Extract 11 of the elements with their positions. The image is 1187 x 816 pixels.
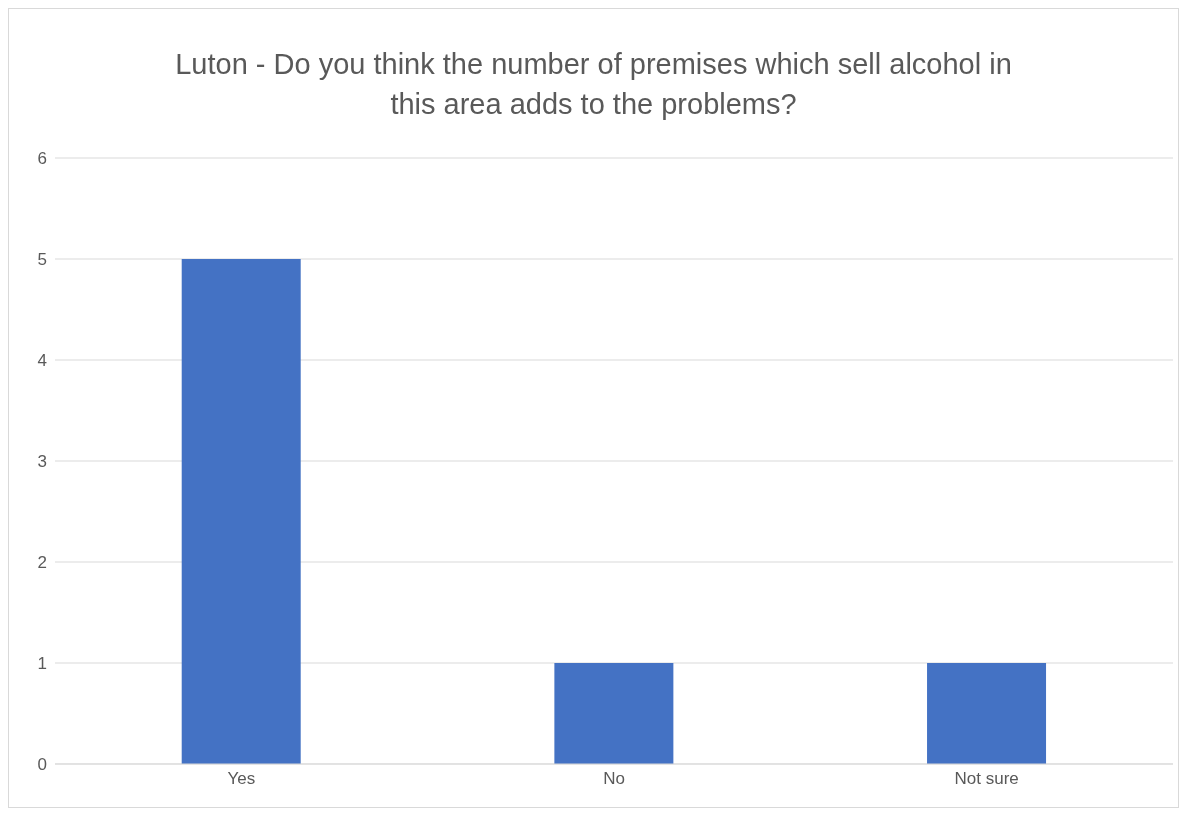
y-tick-label: 2	[37, 553, 47, 573]
y-tick-label: 6	[37, 149, 47, 169]
y-tick-label: 5	[37, 250, 47, 270]
y-tick-label: 1	[37, 654, 47, 674]
x-tick-label: Not sure	[954, 769, 1019, 789]
y-tick-label: 3	[37, 452, 47, 472]
y-tick-label: 0	[37, 755, 47, 775]
x-tick-label: No	[603, 769, 625, 789]
x-tick-label: Yes	[227, 769, 256, 789]
chart-title: Luton - Do you think the number of premises which sell alcohol in this area adds to the problems?	[174, 47, 1013, 122]
y-tick-label: 4	[37, 351, 47, 371]
